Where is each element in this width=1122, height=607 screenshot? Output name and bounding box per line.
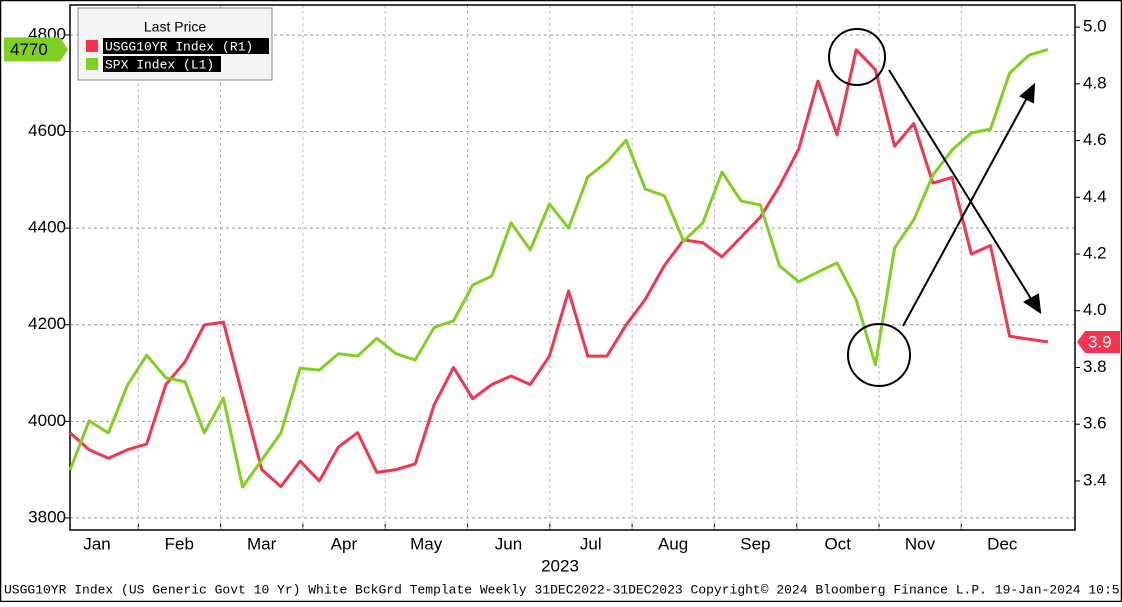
- y-tick-label: 4600: [28, 121, 66, 140]
- footer: USGG10YR Index (US Generic Govt 10 Yr) W…: [4, 582, 1122, 597]
- annotation-arrow: [902, 95, 1029, 327]
- plot-frame: [69, 4, 1076, 531]
- last-value-label: 4770: [10, 40, 48, 59]
- y2-tick-label: 4.0: [1083, 300, 1107, 319]
- y2-tick-label: 4.4: [1083, 187, 1107, 206]
- annotations: [828, 28, 1042, 387]
- series-line: [68, 47, 1049, 489]
- y2-tick-label: 5.0: [1083, 17, 1107, 36]
- annotation-circle: [828, 28, 886, 86]
- grid: [65, 5, 1080, 530]
- x-tick-label: Jul: [580, 534, 602, 553]
- x-tick-label: Apr: [331, 534, 358, 553]
- y2-tick-label: 3.8: [1083, 357, 1107, 376]
- x-tick-label: Nov: [905, 534, 936, 553]
- x-tick-label: Feb: [165, 534, 194, 553]
- y2-tick-label: 4.6: [1083, 130, 1107, 149]
- x-tick-label: Mar: [247, 534, 277, 553]
- lines: [68, 47, 1049, 489]
- annotation-circle: [847, 323, 911, 387]
- legend-label: SPX Index (L1): [105, 57, 214, 72]
- legend-label: USGG10YR Index (R1): [105, 39, 253, 54]
- x-tick-label: Sep: [740, 534, 770, 553]
- y-tick-label: 3800: [28, 507, 66, 526]
- last-value-label: 3.9: [1088, 332, 1112, 351]
- legend-text-bg: [103, 56, 221, 72]
- x-tick-label: Dec: [987, 534, 1018, 553]
- x-axis-year: 2023: [541, 556, 579, 575]
- series-line: [69, 48, 1049, 489]
- labels: 3800400042004400460048003.43.63.84.04.24…: [4, 17, 1120, 575]
- x-tick-label: Jun: [495, 534, 522, 553]
- y-tick-label: 4200: [28, 314, 66, 333]
- x-tick-label: Aug: [658, 534, 688, 553]
- y2-tick-label: 3.6: [1083, 414, 1107, 433]
- y-tick-label: 4000: [28, 411, 66, 430]
- legend-title: Last Price: [144, 19, 206, 35]
- y2-tick-label: 3.4: [1083, 470, 1107, 489]
- legend-swatch: [86, 40, 98, 52]
- x-tick-label: Oct: [824, 534, 851, 553]
- legend-text-bg: [103, 38, 269, 54]
- legend-swatch: [86, 58, 98, 70]
- arrow-head: [1023, 293, 1042, 315]
- x-tick-label: Jan: [83, 534, 110, 553]
- y2-tick-label: 4.8: [1083, 73, 1107, 92]
- y2-tick-label: 4.2: [1083, 244, 1107, 263]
- arrow-head: [1019, 82, 1036, 104]
- annotation-arrow: [888, 69, 1034, 303]
- x-tick-label: May: [410, 534, 443, 553]
- last-value-tag: [4, 37, 68, 62]
- y-tick-label: 4400: [28, 218, 66, 237]
- last-value-tag: [1077, 330, 1120, 353]
